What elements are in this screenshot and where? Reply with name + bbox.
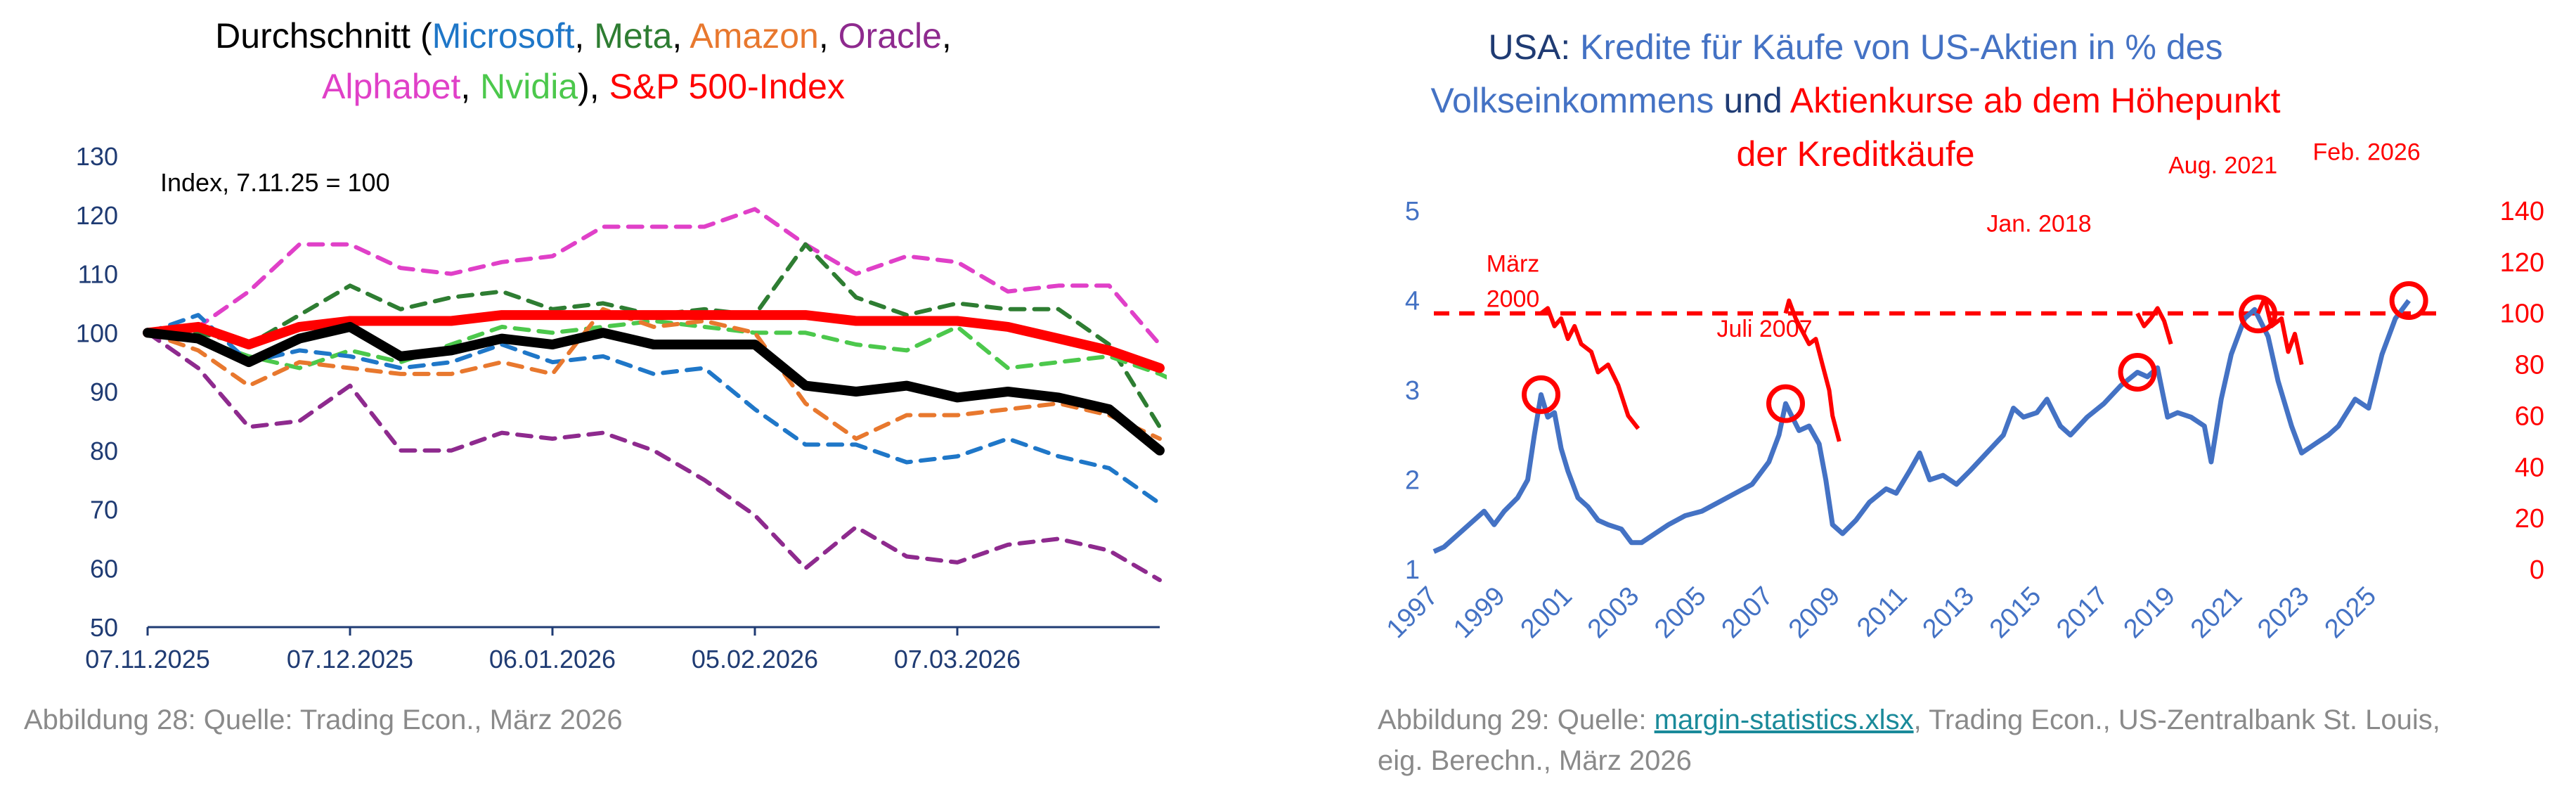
title-part: , xyxy=(942,16,952,56)
left-y-tick-label: 3 xyxy=(1405,376,1420,406)
peak-series-jan-2018 xyxy=(2135,306,2173,345)
right-y-tick-label: 120 xyxy=(2500,248,2544,278)
source-file-link[interactable]: margin-statistics.xlsx xyxy=(1654,704,1914,735)
x-tick-label: 2013 xyxy=(1917,581,1980,644)
title-part: Alphabet xyxy=(322,67,460,106)
title-part: Oracle xyxy=(839,16,942,56)
title-part: der Kreditkäufe xyxy=(1736,134,1974,174)
left-y-tick-label: 2 xyxy=(1405,466,1420,496)
y-tick-label: 130 xyxy=(76,142,118,171)
y-tick-label: 100 xyxy=(76,318,118,347)
right-y-tick-label: 20 xyxy=(2515,504,2544,534)
right-y-tick-label: 100 xyxy=(2500,300,2544,329)
series-line-s-p-500-index xyxy=(143,310,1165,373)
title-part: ), xyxy=(578,67,609,106)
right-chart-panel: USA: Kredite für Käufe von US-Aktien in … xyxy=(1364,0,2576,805)
title-part: Microsoft xyxy=(432,16,575,56)
peak-series-m-rz-2000 xyxy=(1539,306,1640,430)
peak-label: Feb. 2026 xyxy=(2313,139,2421,166)
peak-marker-feb-2026 xyxy=(2389,281,2428,320)
title-part: Amazon xyxy=(690,16,818,56)
y-tick-label: 70 xyxy=(90,496,118,524)
title-part: Volkseinkommens xyxy=(1430,81,1714,120)
x-tick-label: 2003 xyxy=(1582,581,1645,644)
x-tick-label: 07.12.2025 xyxy=(287,645,413,674)
right-y-tick-label: 80 xyxy=(2515,351,2544,380)
x-tick-label: 2001 xyxy=(1515,581,1578,644)
x-tick-label: 06.01.2026 xyxy=(489,645,616,674)
right-y-tick-label: 140 xyxy=(2500,197,2544,226)
chart-title-line-1: USA: Kredite für Käufe von US-Aktien in … xyxy=(1489,27,2223,67)
series-line-margin-debt xyxy=(1432,299,2411,554)
right-caption-suffix: , Trading Econ., US-Zentralbank St. Loui… xyxy=(1913,704,2440,735)
peak-label: Juli 2007 xyxy=(1716,316,1812,342)
series-line-microsoft xyxy=(145,313,1162,506)
x-tick-label: 2023 xyxy=(2252,581,2315,644)
peak-label: Jan. 2018 xyxy=(1986,211,2091,238)
chart-title-line-1: Durchschnitt (Microsoft, Meta, Amazon, O… xyxy=(215,16,952,56)
right-y-tick-label: 0 xyxy=(2530,555,2544,585)
chart-annotation: Index, 7.11.25 = 100 xyxy=(160,168,390,197)
title-part: und xyxy=(1714,81,1789,120)
x-tick-label: 1997 xyxy=(1381,581,1444,644)
series-line-amazon xyxy=(145,307,1162,441)
peak-label: Aug. 2021 xyxy=(2168,153,2277,179)
title-part: Kredite für Käufe von US-Aktien in % des xyxy=(1570,27,2222,67)
title-part: Nvidia xyxy=(480,67,578,106)
x-tick-label: 1999 xyxy=(1448,581,1510,644)
title-part: , xyxy=(819,16,839,56)
right-chart: USA: Kredite für Käufe von US-Aktien in … xyxy=(1381,27,2544,644)
title-part: USA: xyxy=(1489,27,1571,67)
right-y-tick-label: 40 xyxy=(2515,453,2544,482)
title-part: Durchschnitt ( xyxy=(215,16,432,56)
x-tick-label: 07.11.2025 xyxy=(85,645,210,674)
y-tick-label: 110 xyxy=(78,260,118,289)
title-part: Meta xyxy=(594,16,672,56)
chart-title-line-3: der Kreditkäufe xyxy=(1736,134,1974,174)
left-y-tick-label: 4 xyxy=(1405,287,1420,316)
peak-label: März xyxy=(1487,250,1540,277)
title-part: , xyxy=(460,67,480,106)
x-tick-label: 2021 xyxy=(2185,581,2248,644)
peak-marker-m-rz-2000 xyxy=(1522,375,1561,414)
y-tick-label: 90 xyxy=(90,378,118,406)
x-tick-label: 05.02.2026 xyxy=(692,645,818,674)
peak-series-juli-2007 xyxy=(1783,298,1842,442)
right-caption-line2: eig. Berechn., März 2026 xyxy=(1378,745,1692,776)
left-caption: Abbildung 28: Quelle: Trading Econ., Mär… xyxy=(24,704,623,735)
chart-title-line-2: Alphabet, Nvidia), S&P 500-Index xyxy=(322,67,845,106)
peak-marker-jan-2018 xyxy=(2118,353,2157,392)
title-part: , xyxy=(574,16,594,56)
peak-label: 2000 xyxy=(1487,285,1540,312)
x-tick-label: 2015 xyxy=(1984,581,2047,644)
y-tick-label: 50 xyxy=(90,613,118,642)
x-tick-label: 2007 xyxy=(1716,581,1779,644)
peak-marker-aug-2021 xyxy=(2239,295,2278,334)
right-caption: Abbildung 29: Quelle: margin-statistics.… xyxy=(1378,700,2440,781)
right-caption-prefix: Abbildung 29: Quelle: xyxy=(1378,704,1655,735)
x-tick-label: 2009 xyxy=(1783,581,1846,644)
x-tick-label: 2005 xyxy=(1649,581,1711,644)
x-tick-label: 2011 xyxy=(1851,581,1912,643)
series-line-alphabet xyxy=(145,207,1162,347)
y-tick-label: 60 xyxy=(90,554,118,583)
chart-title-line-2: Volkseinkommens und Aktienkurse ab dem H… xyxy=(1430,81,2280,120)
left-chart: Durchschnitt (Microsoft, Meta, Amazon, O… xyxy=(76,16,1212,674)
x-tick-label: 2017 xyxy=(2051,581,2114,644)
x-tick-label: 2019 xyxy=(2118,581,2181,644)
y-tick-label: 80 xyxy=(90,437,118,465)
title-part: S&P 500-Index xyxy=(609,67,845,106)
left-chart-panel: Durchschnitt (Microsoft, Meta, Amazon, O… xyxy=(0,0,1212,805)
left-y-tick-label: 5 xyxy=(1405,197,1420,226)
title-part: , xyxy=(672,16,690,56)
y-tick-label: 120 xyxy=(76,201,118,230)
series-line-durchschnitt xyxy=(143,321,1165,456)
x-tick-label: 2025 xyxy=(2319,581,2382,644)
x-tick-label: 07.03.2026 xyxy=(894,645,1021,674)
left-y-tick-label: 1 xyxy=(1405,555,1420,585)
right-y-tick-label: 60 xyxy=(2515,401,2544,431)
title-part: Aktienkurse ab dem Höhepunkt xyxy=(1790,81,2281,120)
peak-marker-juli-2007 xyxy=(1766,384,1805,423)
